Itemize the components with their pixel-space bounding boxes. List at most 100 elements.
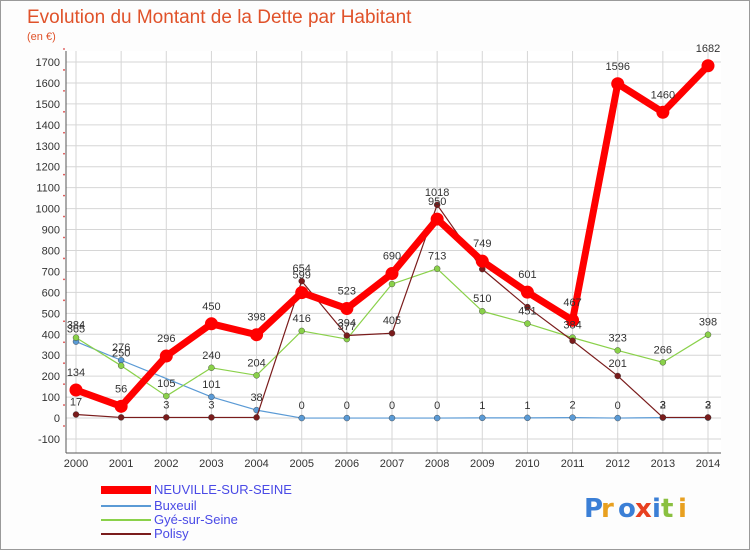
data-label: 599: [293, 270, 311, 282]
data-point: [163, 414, 170, 421]
data-point: [250, 328, 264, 342]
data-label: 1596: [605, 61, 629, 73]
y-minor-dot: [63, 152, 65, 155]
x-tick-label: 2009: [470, 458, 494, 470]
y-minor-dot: [63, 194, 65, 197]
data-point: [566, 313, 580, 327]
data-point: [611, 77, 625, 91]
data-point: [614, 372, 621, 380]
data-label: 250: [112, 348, 130, 360]
y-minor-dot: [63, 299, 65, 302]
data-label: 405: [383, 315, 401, 327]
y-minor-dot: [63, 257, 65, 260]
data-label: 3: [163, 399, 169, 411]
logo-letter: i: [678, 494, 687, 524]
legend-label: Polisy: [154, 526, 189, 541]
data-label: 201: [609, 358, 627, 370]
chart-subtitle: (en €): [27, 31, 56, 43]
x-tick-label: 2014: [696, 458, 720, 470]
y-tick-label: 200: [42, 371, 60, 383]
series-gy-sur-seine: [72, 265, 712, 400]
y-minor-dot: [63, 173, 65, 176]
data-point: [343, 414, 351, 422]
data-label: 134: [67, 367, 85, 379]
x-tick-label: 2011: [561, 458, 585, 470]
y-tick-label: 1000: [36, 204, 60, 216]
y-tick-label: 1400: [36, 120, 60, 132]
data-point: [295, 286, 309, 300]
data-label: 2: [660, 400, 666, 412]
data-label: 713: [428, 251, 446, 263]
legend-label: Gyé-sur-Seine: [154, 512, 238, 527]
data-label: 690: [383, 251, 401, 263]
y-tick-label: 1200: [36, 162, 60, 174]
data-point: [475, 254, 489, 268]
y-minor-dot: [63, 69, 65, 71]
data-label: 510: [473, 293, 491, 305]
data-label: 451: [518, 306, 536, 318]
y-tick-label: 300: [42, 350, 60, 362]
data-point: [430, 212, 444, 226]
data-point: [659, 414, 667, 421]
data-label: 38: [250, 392, 262, 404]
y-tick-label: 1500: [36, 99, 60, 111]
logo-letter: t: [661, 494, 673, 524]
x-tick-label: 2013: [651, 458, 675, 470]
y-minor-dot: [63, 383, 65, 386]
y-tick-label: 400: [42, 329, 60, 341]
data-point: [433, 414, 441, 422]
data-label: 296: [157, 333, 175, 345]
data-label: 204: [247, 357, 265, 369]
x-tick-label: 2007: [380, 458, 404, 470]
data-point: [704, 414, 712, 421]
data-point: [72, 411, 80, 418]
proxiti-logo: Pr o x i t i: [584, 494, 687, 524]
data-point: [614, 347, 621, 354]
data-label: 394: [338, 318, 356, 330]
data-point: [704, 331, 712, 338]
data-point: [569, 337, 576, 344]
y-tick-label: 0: [54, 413, 60, 425]
logo-letter: i: [652, 494, 661, 524]
data-point: [298, 414, 305, 422]
y-minor-dot: [63, 110, 65, 113]
data-label: 17: [70, 396, 82, 408]
y-tick-label: 1300: [36, 141, 60, 153]
x-tick-label: 2001: [109, 458, 133, 470]
data-label: 1682: [696, 43, 720, 55]
y-tick-label: 1100: [36, 183, 60, 195]
y-tick-label: 800: [42, 246, 60, 258]
legend-item: Gyé-sur-Seine: [101, 512, 238, 527]
data-label: 0: [389, 400, 395, 412]
data-point: [114, 399, 128, 413]
data-point: [479, 308, 486, 315]
y-minor-dot: [63, 48, 65, 50]
data-point: [388, 330, 396, 337]
data-label: 101: [202, 379, 220, 391]
data-point: [614, 414, 621, 422]
series-neuville-sur-seine: [69, 59, 715, 413]
data-point: [385, 267, 399, 281]
data-point: [208, 364, 215, 371]
y-minor-dot: [63, 215, 65, 218]
legend-label: Buxeuil: [154, 498, 197, 513]
x-tick-label: 2002: [154, 458, 178, 470]
data-label: 398: [247, 312, 265, 324]
logo-letter: r: [601, 494, 614, 524]
data-point: [388, 414, 396, 422]
data-point: [524, 303, 531, 311]
y-minor-dot: [63, 236, 65, 239]
data-point: [433, 265, 441, 272]
data-label: 3: [208, 399, 214, 411]
data-point: [569, 414, 576, 421]
legend: NEUVILLE-SUR-SEINEBuxeuilGyé-sur-SeinePo…: [101, 482, 292, 541]
y-minor-dot: [63, 320, 65, 323]
data-label: 0: [344, 400, 350, 412]
data-label: 950: [428, 196, 446, 208]
series-polisy: [72, 201, 712, 421]
y-minor-dot: [63, 89, 65, 92]
data-point: [524, 320, 531, 327]
x-tick-label: 2003: [199, 458, 223, 470]
